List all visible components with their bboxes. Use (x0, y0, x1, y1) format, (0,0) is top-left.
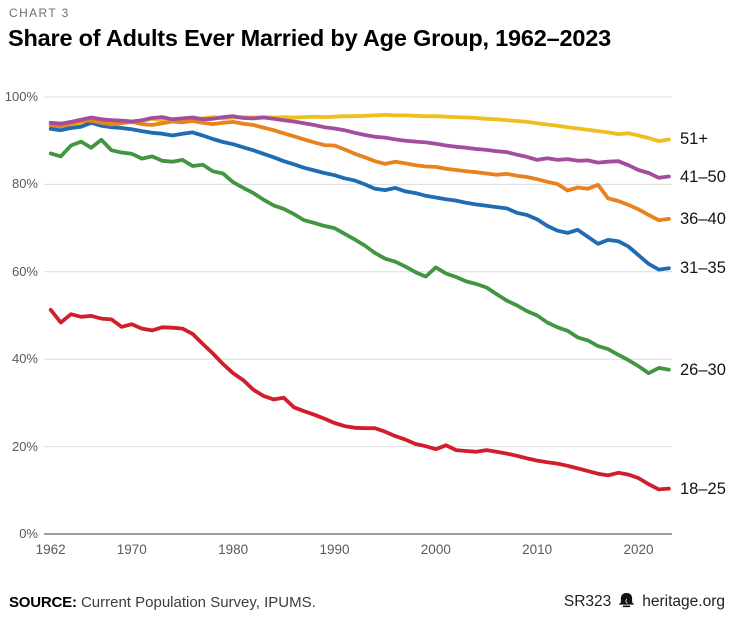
y-tick-label: 20% (11, 438, 38, 454)
site-label: heritage.org (642, 593, 725, 610)
series-label: 36–40 (680, 209, 726, 228)
x-tick-label: 2020 (623, 542, 654, 557)
y-tick-label: 0% (19, 526, 38, 541)
source-text: Current Population Survey, IPUMS. (76, 593, 316, 611)
x-tick-label: 2000 (420, 542, 451, 557)
y-tick-label: 80% (11, 176, 38, 192)
page-title: Share of Adults Ever Married by Age Grou… (8, 25, 611, 51)
series-label: 51+ (680, 130, 708, 149)
x-tick-label: 1980 (218, 542, 249, 557)
series-label: 31–35 (680, 259, 726, 278)
liberty-bell-icon (618, 592, 635, 613)
report-id: SR323 (563, 593, 612, 610)
y-tick-label: 100% (4, 89, 38, 104)
brand-line: SR323 heritage.org (564, 591, 725, 613)
chart-kicker: CHART 3 (9, 6, 70, 20)
series-label: 41–50 (680, 167, 726, 186)
source-label: SOURCE: (9, 593, 77, 611)
x-tick-label: 1962 (35, 542, 66, 557)
series-label: 18–25 (680, 479, 726, 498)
y-tick-label: 60% (11, 263, 38, 279)
series-label: 26–30 (680, 360, 726, 379)
x-tick-label: 1990 (319, 542, 350, 557)
chart-footer: SOURCE: Current Population Survey, IPUMS… (9, 591, 725, 613)
x-tick-label: 2010 (522, 542, 553, 557)
y-tick-label: 40% (11, 351, 38, 367)
source-note: SOURCE: Current Population Survey, IPUMS… (9, 594, 316, 611)
x-tick-label: 1970 (116, 542, 147, 557)
